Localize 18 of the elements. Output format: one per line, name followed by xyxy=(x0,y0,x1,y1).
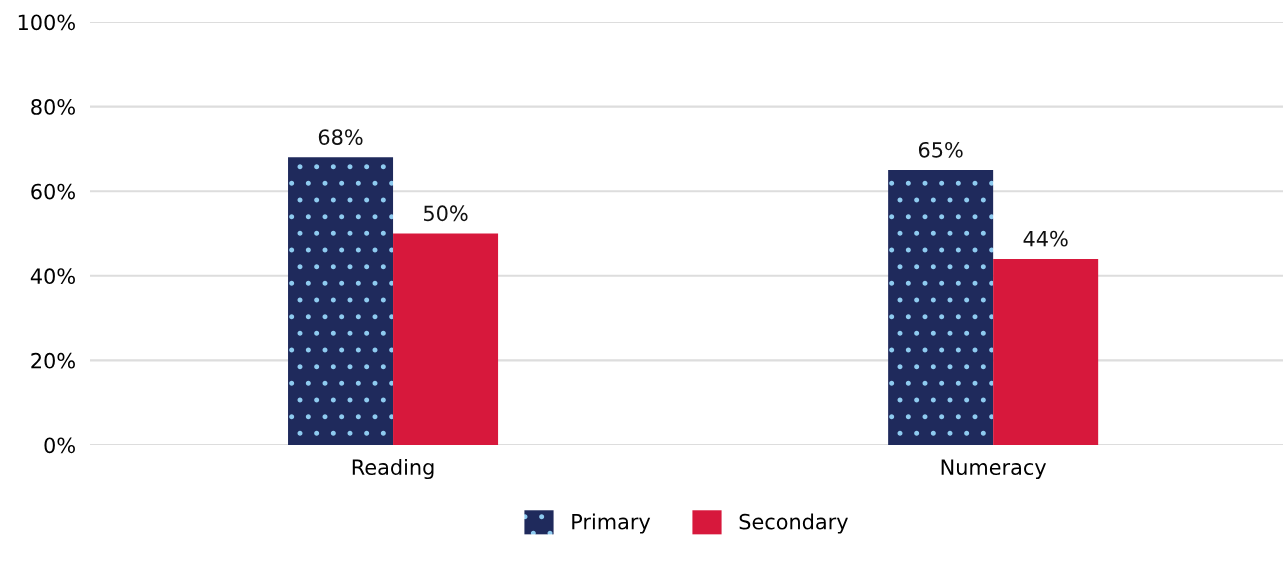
bar xyxy=(288,157,394,445)
y-tick-label: 0% xyxy=(44,437,75,454)
data-label: 65% xyxy=(918,141,963,158)
data-label: 50% xyxy=(424,205,468,222)
y-tick-label: 60% xyxy=(31,183,75,200)
y-tick-label: 80% xyxy=(31,99,75,115)
legend-label: Primary xyxy=(572,513,651,534)
y-tick-label: 20% xyxy=(31,352,75,369)
bar xyxy=(993,258,1099,445)
y-tick-label: 40% xyxy=(30,268,75,285)
bar xyxy=(393,233,499,445)
data-label: 44% xyxy=(1023,230,1068,247)
bar xyxy=(888,170,994,445)
x-tick-label: Numeracy xyxy=(941,459,1047,480)
data-label: 68% xyxy=(318,129,363,145)
y-tick-label: 100% xyxy=(18,14,75,31)
x-tick-label: Reading xyxy=(352,458,434,480)
legend-label: Secondary xyxy=(739,513,848,534)
